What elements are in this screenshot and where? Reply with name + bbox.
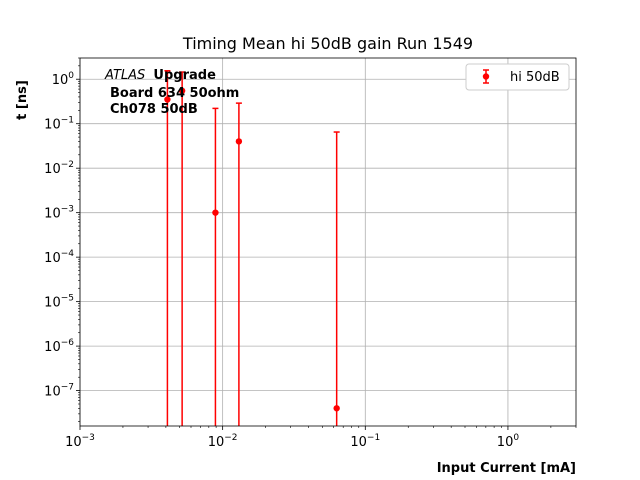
x-tick-label: 10−2 [208, 433, 238, 450]
x-tick-label: 10−3 [65, 433, 95, 450]
x-axis-label: Input Current [mA] [437, 461, 576, 476]
plot-frame [79, 57, 577, 427]
channel-label: Ch078 50dB [110, 102, 198, 117]
y-tick-label: 10−7 [44, 383, 74, 400]
y-tick-label: 10−3 [44, 205, 74, 222]
legend-marker [482, 73, 490, 80]
x-tick-label: 100 [497, 433, 520, 450]
y-axis: 10−7 10−6 10−5 10−4 10−3 10−2 10−1 100 [44, 57, 80, 422]
y-tick-label: 100 [52, 71, 75, 88]
y-axis-label: t [ns] [15, 80, 30, 120]
y-tick-label: 10−2 [44, 160, 74, 177]
grid [79, 58, 576, 426]
legend: hi 50dB [465, 63, 570, 91]
board-label: Board 634 50ohm [110, 86, 239, 101]
upgrade-bold: Upgrade [153, 68, 216, 83]
y-tick-label: 10−6 [44, 338, 74, 355]
y-tick-label: 10−1 [44, 116, 74, 133]
x-tick-label: 10−1 [350, 433, 380, 450]
chart-title: Timing Mean hi 50dB gain Run 1549 [182, 34, 473, 53]
x-axis: 10−3 10−2 10−1 100 [65, 426, 577, 450]
series-hi-50db [164, 70, 340, 426]
atlas-label: ATLAS Upgrade [104, 68, 216, 83]
data-point [333, 405, 340, 412]
y-tick-label: 10−4 [44, 249, 74, 266]
legend-label: hi 50dB [510, 70, 560, 85]
data-point [235, 138, 243, 145]
atlas-italic: ATLAS [104, 68, 145, 83]
data-point [164, 96, 171, 103]
data-point [212, 209, 219, 216]
y-tick-label: 10−5 [44, 294, 74, 311]
data-point [178, 87, 186, 94]
legend-box [465, 63, 570, 91]
